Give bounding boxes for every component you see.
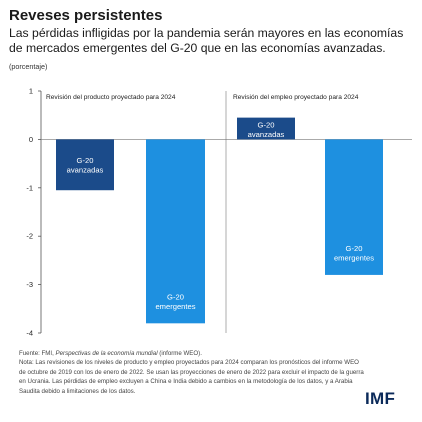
y-tick-label: -2: [26, 232, 33, 241]
bar-label: G-20 avanzadas: [67, 156, 104, 175]
source-publication: Perspectivas de la economía mundial: [55, 350, 158, 357]
y-tick-label: -3: [26, 280, 33, 289]
y-tick-label: 0: [29, 135, 33, 144]
bar: [146, 139, 205, 324]
unit-label: (porcentaje): [9, 62, 48, 71]
source-suffix: (informe WEO).: [157, 350, 202, 357]
chart-notes: Fuente: FMI, Perspectivas de la economía…: [19, 349, 364, 396]
bar-label: G-20 emergentes: [334, 244, 374, 262]
source-prefix: Fuente: FMI,: [19, 350, 56, 357]
y-tick-label: -4: [26, 329, 33, 338]
bar: [325, 139, 383, 275]
bar: [56, 139, 114, 191]
bar-label: G-20 avanzadas: [248, 121, 285, 139]
panel-title: Revisión del empleo proyectado para 2024: [233, 94, 359, 101]
bar: [237, 117, 295, 140]
methodology-note: Nota: Las revisiones de los niveles de p…: [19, 359, 364, 395]
imf-logo: IMF: [365, 389, 396, 408]
y-tick-label: 1: [29, 87, 33, 96]
chart-subtitle: Las pérdidas infligidas por la pandemia …: [9, 26, 404, 55]
y-tick-label: -1: [26, 183, 33, 192]
bar-label: G-20 emergentes: [155, 292, 195, 311]
source-note: Fuente: FMI, Perspectivas de la economía…: [19, 349, 364, 358]
panel-title: Revisión del producto proyectado para 20…: [46, 94, 176, 101]
chart-title: Reveses persistentes: [9, 7, 163, 24]
